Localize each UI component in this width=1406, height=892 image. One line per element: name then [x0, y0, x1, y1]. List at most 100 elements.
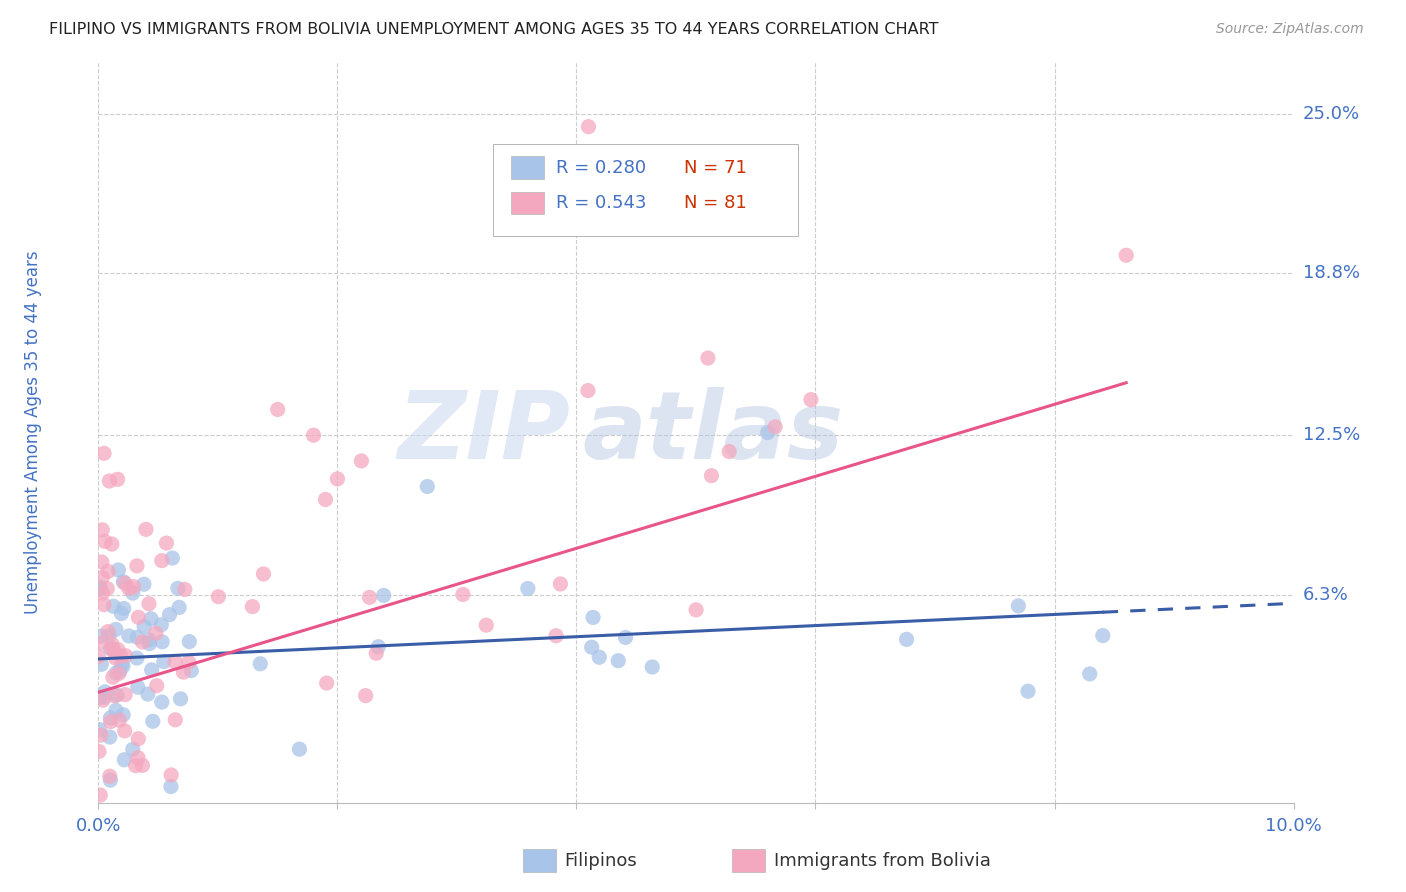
- Point: [87, 744, 110, 758]
- Point: [104, 623, 127, 637]
- Point: [169, 691, 191, 706]
- Point: [167, 582, 190, 596]
- Point: [1017, 684, 1039, 698]
- Point: [153, 655, 176, 669]
- Point: [718, 444, 741, 458]
- Point: [112, 753, 135, 767]
- Point: [1078, 667, 1101, 681]
- Point: [700, 468, 723, 483]
- Point: [366, 646, 388, 660]
- Point: [142, 714, 165, 729]
- Point: [135, 522, 157, 536]
- Point: [103, 599, 125, 614]
- Point: [896, 632, 918, 647]
- Point: [138, 637, 160, 651]
- Point: [416, 479, 439, 493]
- Point: [114, 688, 136, 702]
- Point: [127, 680, 149, 694]
- Point: [162, 551, 184, 566]
- Point: [145, 679, 167, 693]
- Point: [763, 419, 786, 434]
- Point: [136, 687, 159, 701]
- Text: N = 81: N = 81: [685, 194, 747, 212]
- Point: [576, 384, 599, 398]
- Point: [101, 537, 124, 551]
- Point: [111, 657, 134, 671]
- FancyBboxPatch shape: [494, 144, 797, 236]
- Point: [105, 688, 128, 702]
- Point: [93, 690, 115, 704]
- Point: [150, 695, 173, 709]
- Point: [697, 351, 720, 365]
- Point: [550, 577, 572, 591]
- Point: [451, 587, 474, 601]
- Point: [302, 428, 325, 442]
- Point: [127, 630, 149, 644]
- Point: [89, 788, 111, 802]
- Point: [546, 629, 568, 643]
- Point: [125, 651, 148, 665]
- Text: Immigrants from Bolivia: Immigrants from Bolivia: [773, 852, 990, 870]
- Text: R = 0.280: R = 0.280: [557, 159, 647, 177]
- Point: [138, 597, 160, 611]
- Point: [100, 711, 122, 725]
- Point: [91, 693, 114, 707]
- Bar: [510, 192, 544, 214]
- Point: [685, 603, 707, 617]
- Point: [89, 690, 111, 705]
- Point: [90, 555, 112, 569]
- Point: [145, 626, 167, 640]
- Point: [114, 723, 136, 738]
- Point: [105, 665, 128, 680]
- Point: [249, 657, 271, 671]
- Point: [139, 612, 162, 626]
- Point: [111, 659, 134, 673]
- Point: [141, 663, 163, 677]
- Point: [756, 425, 779, 440]
- Point: [110, 607, 132, 621]
- Text: Unemployment Among Ages 35 to 44 years: Unemployment Among Ages 35 to 44 years: [24, 251, 42, 615]
- Point: [132, 577, 155, 591]
- Point: [165, 713, 187, 727]
- Bar: [733, 849, 765, 871]
- Point: [581, 640, 603, 655]
- Point: [242, 599, 264, 614]
- Point: [121, 586, 143, 600]
- Point: [127, 750, 149, 764]
- Point: [101, 670, 124, 684]
- Point: [93, 534, 115, 549]
- Point: [315, 492, 337, 507]
- Point: [288, 742, 311, 756]
- Bar: [523, 849, 557, 871]
- Point: [167, 600, 190, 615]
- Point: [134, 619, 156, 633]
- Text: 25.0%: 25.0%: [1303, 105, 1360, 123]
- Point: [354, 689, 377, 703]
- Point: [118, 629, 141, 643]
- Point: [124, 758, 146, 772]
- Text: atlas: atlas: [582, 386, 844, 479]
- Point: [107, 563, 129, 577]
- Point: [138, 632, 160, 647]
- Point: [179, 634, 201, 648]
- Point: [100, 714, 122, 729]
- Point: [93, 446, 115, 460]
- Point: [267, 402, 290, 417]
- Point: [1091, 629, 1114, 643]
- Point: [101, 641, 124, 656]
- Point: [121, 742, 143, 756]
- Point: [104, 703, 127, 717]
- Point: [159, 607, 181, 622]
- Point: [350, 454, 373, 468]
- Point: [91, 523, 114, 537]
- Point: [131, 635, 153, 649]
- Point: [97, 565, 120, 579]
- Point: [475, 618, 498, 632]
- Point: [114, 576, 136, 591]
- Point: [107, 472, 129, 486]
- Point: [614, 631, 637, 645]
- Point: [118, 582, 141, 596]
- Point: [107, 642, 129, 657]
- Point: [100, 641, 122, 656]
- Point: [104, 689, 127, 703]
